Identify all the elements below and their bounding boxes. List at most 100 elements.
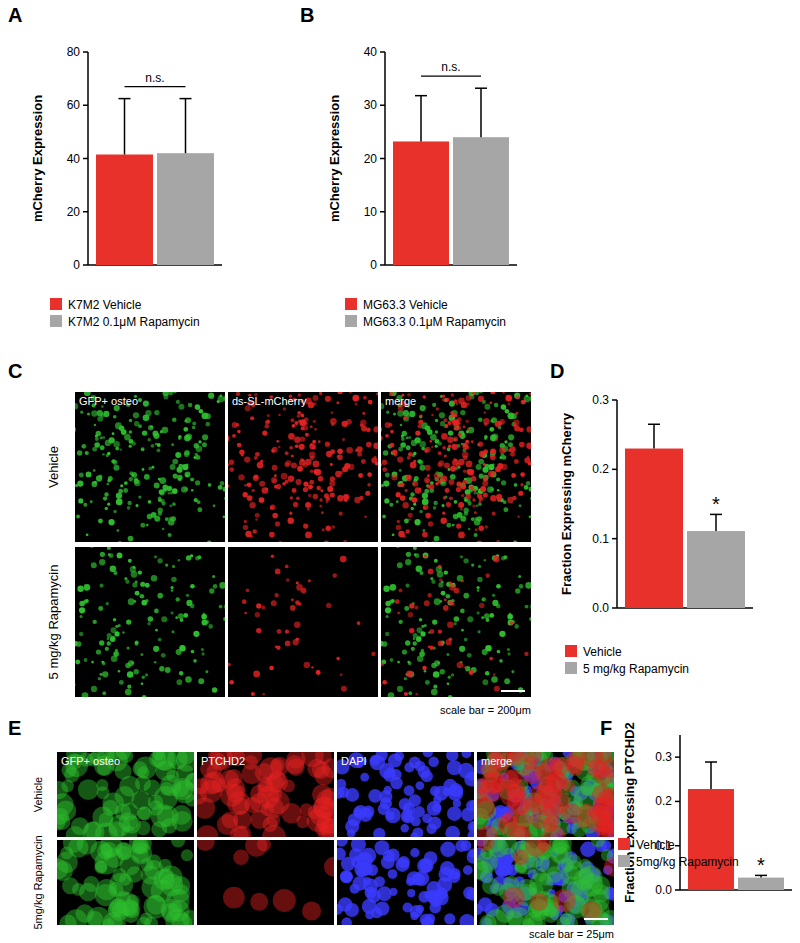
cell bbox=[107, 547, 111, 550]
cell bbox=[485, 573, 490, 578]
panel-label: C bbox=[8, 360, 22, 382]
cell bbox=[397, 456, 403, 462]
cell bbox=[250, 416, 254, 420]
cell bbox=[99, 640, 104, 645]
cell bbox=[488, 464, 494, 470]
cell bbox=[434, 786, 449, 801]
cell bbox=[104, 507, 108, 511]
cell bbox=[406, 475, 412, 481]
cell bbox=[126, 646, 129, 649]
cell bbox=[459, 646, 465, 652]
micrograph bbox=[197, 752, 334, 837]
cell bbox=[243, 492, 248, 497]
cell bbox=[92, 447, 97, 452]
cell bbox=[428, 521, 433, 526]
cell bbox=[151, 575, 157, 581]
y-tick-label: 20 bbox=[364, 152, 378, 166]
cell bbox=[453, 414, 456, 417]
cell bbox=[112, 432, 115, 435]
cell bbox=[513, 541, 518, 542]
cell bbox=[397, 520, 400, 523]
cell bbox=[496, 584, 501, 589]
cell bbox=[368, 400, 373, 405]
cell bbox=[529, 515, 531, 518]
cell bbox=[526, 443, 531, 449]
cell bbox=[422, 499, 429, 506]
cell bbox=[308, 402, 314, 408]
cell bbox=[477, 825, 498, 837]
cell bbox=[340, 673, 343, 676]
y-tick bbox=[612, 469, 617, 471]
cell bbox=[142, 695, 147, 697]
cell bbox=[172, 630, 175, 633]
cell bbox=[311, 666, 313, 668]
cell bbox=[173, 473, 178, 478]
cell bbox=[385, 632, 389, 636]
cell bbox=[422, 532, 428, 538]
cell bbox=[486, 618, 490, 622]
cell bbox=[492, 463, 495, 466]
cell bbox=[510, 621, 514, 625]
cell bbox=[499, 447, 506, 454]
cell bbox=[461, 579, 464, 582]
cell bbox=[465, 440, 469, 444]
cell bbox=[319, 505, 322, 508]
cell bbox=[335, 471, 342, 478]
cell bbox=[118, 670, 121, 673]
cell bbox=[496, 540, 500, 542]
cell bbox=[270, 506, 273, 509]
cell bbox=[339, 512, 343, 516]
cell bbox=[81, 444, 86, 449]
cell bbox=[193, 631, 199, 637]
cell bbox=[419, 510, 422, 513]
cell bbox=[460, 508, 463, 511]
cell bbox=[403, 410, 409, 416]
cell bbox=[463, 470, 467, 474]
cell bbox=[106, 454, 109, 457]
annotation: * bbox=[712, 493, 720, 515]
cell bbox=[424, 600, 430, 606]
error-cap bbox=[705, 761, 717, 763]
cell bbox=[129, 419, 132, 422]
cell bbox=[254, 474, 259, 479]
cell bbox=[453, 436, 458, 441]
cell bbox=[361, 426, 367, 432]
y-tick bbox=[612, 538, 617, 540]
cell bbox=[136, 504, 139, 507]
cell bbox=[507, 652, 510, 655]
cell bbox=[413, 460, 416, 463]
cell bbox=[219, 605, 223, 609]
error-line bbox=[124, 99, 126, 155]
cell bbox=[440, 669, 445, 674]
cell bbox=[424, 624, 427, 627]
cell bbox=[408, 691, 412, 695]
micrograph bbox=[57, 840, 194, 925]
micrograph-bg bbox=[228, 547, 378, 697]
cell bbox=[244, 612, 247, 615]
cell bbox=[511, 670, 514, 673]
cell bbox=[432, 619, 437, 624]
cell bbox=[299, 444, 305, 450]
cell bbox=[158, 478, 161, 481]
cell bbox=[355, 403, 358, 406]
cell bbox=[253, 475, 259, 481]
cell bbox=[468, 821, 474, 833]
cell bbox=[301, 588, 307, 594]
cell bbox=[431, 663, 437, 669]
cell bbox=[390, 443, 395, 448]
error-line bbox=[185, 99, 187, 154]
cell bbox=[429, 440, 432, 443]
cell bbox=[414, 437, 420, 443]
cell bbox=[406, 445, 411, 450]
cell bbox=[412, 827, 423, 837]
cell bbox=[283, 407, 286, 410]
cell bbox=[285, 565, 289, 569]
cell bbox=[429, 484, 434, 489]
cell bbox=[502, 392, 504, 394]
cell bbox=[141, 600, 147, 606]
cell bbox=[478, 630, 481, 633]
cell bbox=[400, 424, 402, 426]
cell bbox=[452, 459, 458, 465]
cell bbox=[330, 492, 335, 497]
cell bbox=[193, 659, 197, 663]
